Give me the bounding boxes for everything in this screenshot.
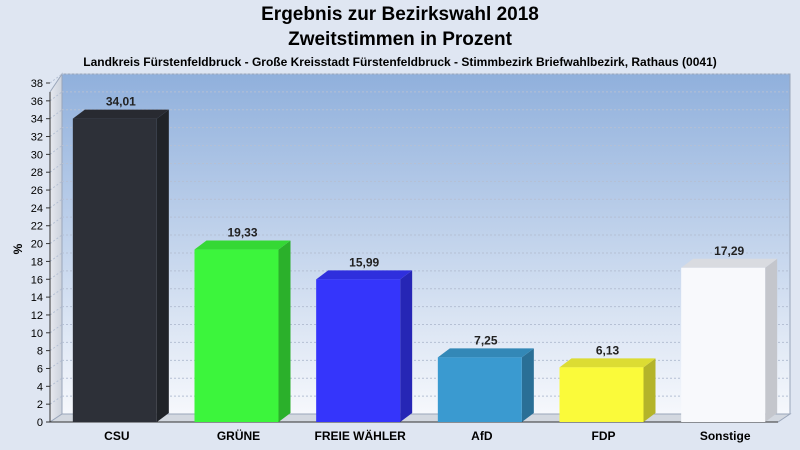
bar-afd	[437, 348, 534, 422]
bar-top	[316, 270, 413, 280]
y-tick-label: 26	[31, 185, 43, 197]
y-tick-label: 6	[37, 363, 43, 375]
grid-line-side	[49, 145, 63, 155]
y-tick-label: 4	[37, 381, 43, 393]
data-label: 19,33	[227, 226, 257, 240]
y-tick-label: 16	[31, 274, 43, 286]
grid-line-side	[49, 163, 63, 173]
bar-top	[194, 240, 291, 250]
y-tick-label: 14	[31, 292, 43, 304]
bar-top	[681, 258, 778, 268]
plot-side-wall	[49, 72, 63, 423]
data-label: 6,13	[596, 343, 620, 357]
y-tick-label: 34	[31, 114, 43, 126]
bar-csu	[72, 109, 169, 422]
bar-top	[437, 348, 534, 358]
bar-side	[156, 109, 169, 422]
bar-front	[437, 357, 522, 422]
bar-freie-wähler	[316, 270, 413, 422]
y-axis-label: %	[11, 243, 25, 254]
y-tick-label: 2	[37, 399, 43, 411]
grid-line-side	[49, 342, 63, 352]
grid-line-side	[49, 216, 63, 227]
grid-line-side	[49, 234, 63, 244]
x-tick-label: Sonstige	[700, 429, 751, 443]
y-tick-label: 20	[31, 239, 43, 251]
y-tick-label: 8	[37, 346, 43, 358]
y-tick-label: 30	[31, 149, 43, 161]
x-tick-label: FREIE WÄHLER	[314, 428, 406, 443]
grid-line-side	[49, 91, 63, 102]
y-tick-label: 0	[37, 417, 43, 429]
y-tick-label: 10	[31, 328, 43, 340]
x-tick-label: FDP	[592, 429, 616, 443]
grid-line-side	[49, 127, 63, 137]
y-tick-label: 38	[31, 78, 43, 90]
grid-line-side	[49, 180, 63, 191]
bar-grüne	[194, 240, 291, 422]
grid-line-side	[49, 395, 63, 405]
bar-side	[643, 358, 656, 422]
bar-front	[681, 267, 766, 422]
grid-line-side	[49, 288, 63, 298]
bar-side	[521, 348, 534, 422]
bar-sonstige	[681, 258, 778, 422]
x-tick-label: GRÜNE	[217, 428, 260, 443]
plot-back-wall	[61, 73, 791, 415]
y-tick-label: 24	[31, 203, 43, 215]
y-tick-label: 36	[31, 96, 43, 108]
grid-line-side	[49, 306, 63, 316]
grid-line-side	[49, 377, 63, 387]
chart-subtitle: Zweitstimmen in Prozent	[288, 29, 512, 50]
grid-line-side	[49, 324, 63, 334]
bar-front	[316, 279, 401, 422]
bar-front	[559, 367, 644, 422]
grid-line-side	[49, 270, 63, 280]
chart-caption: Landkreis Fürstenfeldbruck - Große Kreis…	[83, 55, 717, 69]
y-tick-label: 12	[31, 310, 43, 322]
bar-front	[194, 249, 279, 422]
chart-title: Ergebnis zur Bezirkswahl 2018	[261, 4, 539, 25]
grid-line-side	[49, 359, 63, 369]
grid-line-side	[49, 73, 63, 84]
data-label: 7,25	[474, 333, 498, 347]
grid-line-side	[49, 252, 63, 262]
y-tick-label: 32	[31, 132, 43, 144]
bar-fdp	[559, 358, 656, 422]
x-tick-label: CSU	[104, 429, 129, 443]
bar-top	[559, 358, 656, 368]
y-tick-label: 18	[31, 256, 43, 268]
grid-line-side	[49, 198, 63, 209]
bar-front	[72, 118, 157, 422]
bar-side	[278, 240, 291, 422]
bar-top	[72, 109, 169, 119]
x-tick-label: AfD	[471, 429, 493, 443]
bar-side	[765, 258, 778, 422]
data-label: 34,01	[106, 95, 136, 109]
y-tick-label: 22	[31, 221, 43, 233]
data-label: 17,29	[714, 244, 744, 258]
grid-line-side	[49, 109, 63, 120]
bar-side	[400, 270, 413, 422]
y-tick-label: 28	[31, 167, 43, 179]
data-label: 15,99	[349, 255, 379, 269]
